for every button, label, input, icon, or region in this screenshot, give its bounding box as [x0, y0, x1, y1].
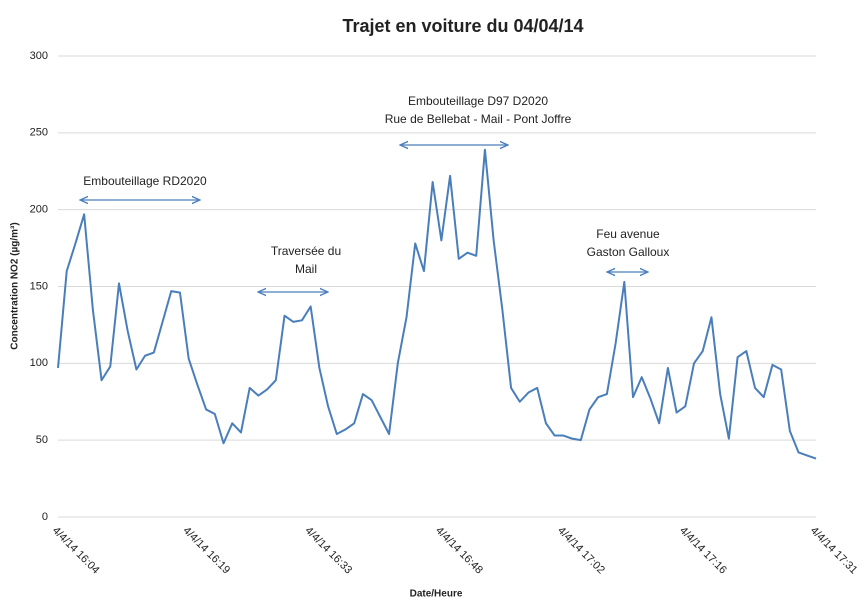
- chart-title: Trajet en voiture du 04/04/14: [342, 16, 583, 36]
- y-axis-title: Concentration NO2 (µg/m³): [10, 222, 21, 349]
- x-tick-label: 4/4/14 16:33: [302, 525, 354, 577]
- y-tick-label: 0: [42, 511, 48, 523]
- x-tick-label: 4/4/14 17:16: [677, 525, 729, 577]
- y-tick-label: 200: [30, 204, 48, 216]
- x-tick-label: 4/4/14 16:48: [433, 525, 485, 577]
- y-tick-label: 250: [30, 127, 48, 139]
- y-tick-label: 50: [36, 434, 48, 446]
- x-tick-label: 4/4/14 17:02: [555, 525, 607, 577]
- annotation: Rue de Bellebat - Mail - Pont Joffre: [385, 112, 572, 126]
- x-tick-label: 4/4/14 17:31: [808, 525, 860, 577]
- x-tick-label: 4/4/14 16:04: [50, 525, 102, 577]
- y-tick-label: 300: [30, 50, 48, 62]
- annotation-arrows: [80, 145, 648, 292]
- annotation: Gaston Galloux: [587, 245, 670, 259]
- annotation: Traversée du: [271, 244, 341, 258]
- data-line: [57, 148, 817, 460]
- annotation: Embouteillage RD2020: [83, 174, 207, 188]
- x-axis-title: Date/Heure: [410, 589, 463, 600]
- y-tick-label: 150: [30, 280, 48, 292]
- annotation: Feu avenue: [596, 227, 660, 241]
- annotation: Embouteillage D97 D2020: [408, 94, 548, 108]
- x-tick-label: 4/4/14 16:19: [181, 525, 233, 577]
- y-tick-label: 100: [30, 357, 48, 369]
- annotation: Mail: [295, 262, 317, 276]
